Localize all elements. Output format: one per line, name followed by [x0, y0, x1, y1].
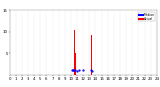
- Bar: [91, 35, 92, 75]
- Bar: [75, 53, 76, 75]
- Legend: Median, Actual: Median, Actual: [138, 12, 155, 21]
- Bar: [74, 30, 75, 75]
